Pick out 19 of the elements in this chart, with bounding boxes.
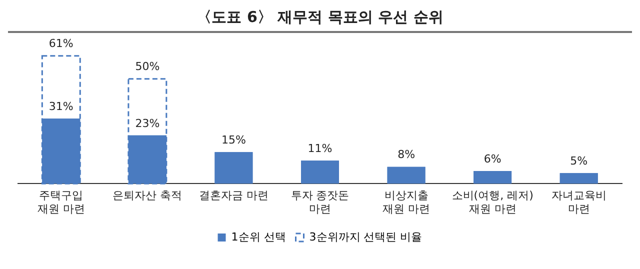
data-label: 31% <box>48 100 74 114</box>
legend-label: 3순위까지 선택된 비율 <box>309 230 422 244</box>
x-tick-label: 주택구입 재원 마련 <box>37 189 85 216</box>
data-label: 15% <box>221 134 246 147</box>
data-label: 61% <box>48 37 74 50</box>
data-label: 23% <box>135 116 160 130</box>
data-label: 8% <box>398 148 416 162</box>
x-tick-label: 투자 종잣돈 마련 <box>290 189 350 216</box>
data-label: 5% <box>570 154 588 168</box>
x-tick-label: 결혼자금 마련 <box>198 189 268 202</box>
data-label: 6% <box>484 152 502 166</box>
legend-label: 1순위 선택 <box>231 230 286 244</box>
x-tick-label: 자녀교육비 마련 <box>551 189 606 216</box>
x-tick-label: 은퇴자산 축적 <box>112 189 182 202</box>
x-tick-label: 소비(여행, 레저) 재원 마련 <box>452 189 534 216</box>
data-label: 11% <box>308 142 332 155</box>
chart-title: 〈도표 6〉 재무적 목표의 우선 순위 <box>196 8 444 28</box>
data-label: 50% <box>135 60 160 74</box>
x-tick-label: 비상지출 재원 마련 <box>382 189 430 216</box>
